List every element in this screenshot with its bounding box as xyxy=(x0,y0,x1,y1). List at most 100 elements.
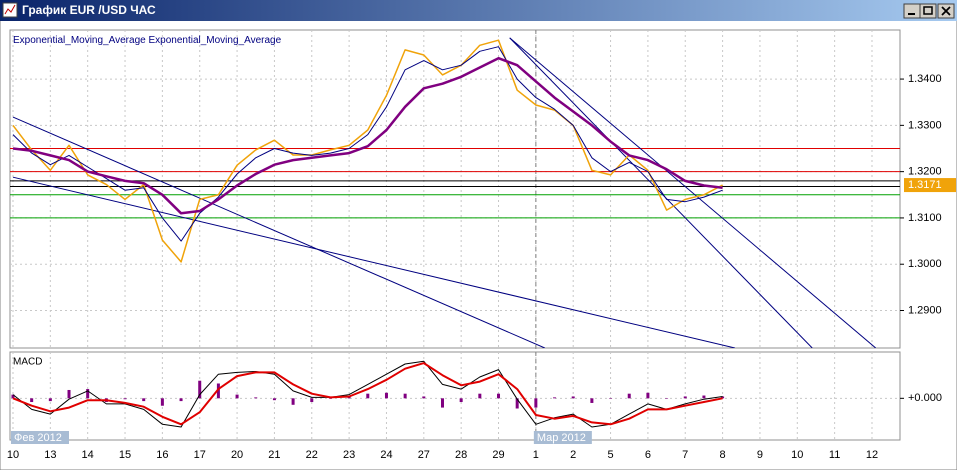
histogram-bar xyxy=(553,397,557,399)
y-tick-label: 1.3000 xyxy=(908,258,942,270)
histogram-bar xyxy=(627,393,631,399)
y-tick-label: 1.2900 xyxy=(908,304,942,316)
histogram-bar xyxy=(702,395,706,399)
x-tick-label: 20 xyxy=(231,449,243,461)
window-icon-glyph xyxy=(4,4,16,15)
series-line xyxy=(12,362,723,426)
histogram-bar xyxy=(142,398,146,402)
macd-panel xyxy=(9,351,901,441)
histogram-bar xyxy=(30,398,34,403)
histogram-bar xyxy=(254,397,258,399)
histogram-bar xyxy=(48,398,52,402)
histogram-bar xyxy=(366,393,370,399)
x-tick-label: 17 xyxy=(194,449,206,461)
x-tick-label: 28 xyxy=(455,449,467,461)
histogram-bar xyxy=(497,393,501,399)
x-tick-label: 13 xyxy=(44,449,56,461)
x-tick-label: 10 xyxy=(7,449,19,461)
x-tick-label: 6 xyxy=(645,449,651,461)
macd-title: MACD xyxy=(13,357,42,368)
x-tick-label: 24 xyxy=(380,449,392,461)
x-tick-label: 12 xyxy=(866,449,878,461)
series-line xyxy=(12,39,723,263)
y-tick-label: 1.3100 xyxy=(908,212,942,224)
histogram-bar xyxy=(534,398,538,408)
histogram-bar xyxy=(515,398,519,409)
x-tick-label: 14 xyxy=(82,449,94,461)
histogram-bar xyxy=(721,396,725,399)
histogram-bar xyxy=(67,389,71,399)
window-icon xyxy=(2,2,18,18)
x-tick-label: 7 xyxy=(682,449,688,461)
x-tick-label: 2 xyxy=(570,449,576,461)
window-title: График EUR /USD ЧАС xyxy=(22,3,156,17)
x-tick-label: 22 xyxy=(306,449,318,461)
last-price-tag xyxy=(904,178,956,193)
x-tick-label: 21 xyxy=(268,449,280,461)
histogram-bar xyxy=(272,398,276,401)
x-tick-label: 1 xyxy=(533,449,539,461)
histogram-bar xyxy=(216,383,220,399)
trend-line xyxy=(509,37,877,348)
maximize-button[interactable] xyxy=(919,3,937,19)
histogram-bar xyxy=(160,398,164,406)
y-tick-label: 1.3200 xyxy=(908,166,942,178)
histogram-bar xyxy=(198,380,202,399)
histogram-bar xyxy=(459,398,463,403)
legend-entry: Exponential_Moving_Average xyxy=(148,35,281,46)
histogram-bar xyxy=(328,398,332,399)
x-tick-label: 23 xyxy=(343,449,355,461)
histogram-bar xyxy=(291,398,295,405)
x-tick-label: 15 xyxy=(119,449,131,461)
y-tick-label: 1.3300 xyxy=(908,119,942,131)
period-label: Фев 2012 xyxy=(14,432,62,444)
histogram-bar xyxy=(422,396,426,399)
series-line xyxy=(12,46,723,242)
trend-line xyxy=(12,116,546,348)
series-line xyxy=(12,56,723,215)
x-tick-label: 16 xyxy=(156,449,168,461)
x-tick-label: 11 xyxy=(829,449,840,461)
histogram-bar xyxy=(665,398,669,399)
title-bar xyxy=(0,0,957,21)
histogram-bar xyxy=(123,398,127,400)
x-tick-label: 9 xyxy=(757,449,763,461)
histogram-bar xyxy=(609,398,613,399)
histogram-bar xyxy=(11,394,15,399)
legend-entry: Exponential_Moving_Average xyxy=(13,35,146,46)
x-tick-label: 27 xyxy=(418,449,430,461)
x-tick-label: 5 xyxy=(607,449,613,461)
x-tick-label: 29 xyxy=(492,449,504,461)
histogram-bar xyxy=(571,396,575,399)
histogram-bar xyxy=(403,393,407,399)
close-button[interactable] xyxy=(937,3,955,19)
trend-line xyxy=(509,37,813,348)
trend-line xyxy=(12,176,736,348)
histogram-bar xyxy=(478,393,482,399)
histogram-bar xyxy=(384,392,388,399)
histogram-bar xyxy=(646,392,650,399)
histogram-bar xyxy=(179,398,183,402)
period-label: Мар 2012 xyxy=(537,432,586,444)
panel-plot xyxy=(10,37,900,348)
panel-plot xyxy=(10,360,900,428)
minimize-button[interactable] xyxy=(903,3,921,19)
x-tick-label: 8 xyxy=(720,449,726,461)
histogram-bar xyxy=(590,398,594,403)
price-panel xyxy=(9,29,901,349)
y-tick-label: 1.3400 xyxy=(908,73,942,85)
legend: Exponential_Moving_Average Exponential_M… xyxy=(13,35,282,46)
histogram-bar xyxy=(86,389,90,399)
y-tick-label: +0.000 xyxy=(908,392,942,404)
histogram-bar xyxy=(440,398,444,408)
period-label-bg xyxy=(533,431,592,444)
period-label-bg xyxy=(10,431,69,444)
histogram-bar xyxy=(683,396,687,399)
histogram-bar xyxy=(310,398,314,403)
series-line xyxy=(12,360,723,428)
histogram-bar xyxy=(235,394,239,399)
x-tick-label: 10 xyxy=(791,449,803,461)
last-price-label: 1.3171 xyxy=(908,179,942,191)
